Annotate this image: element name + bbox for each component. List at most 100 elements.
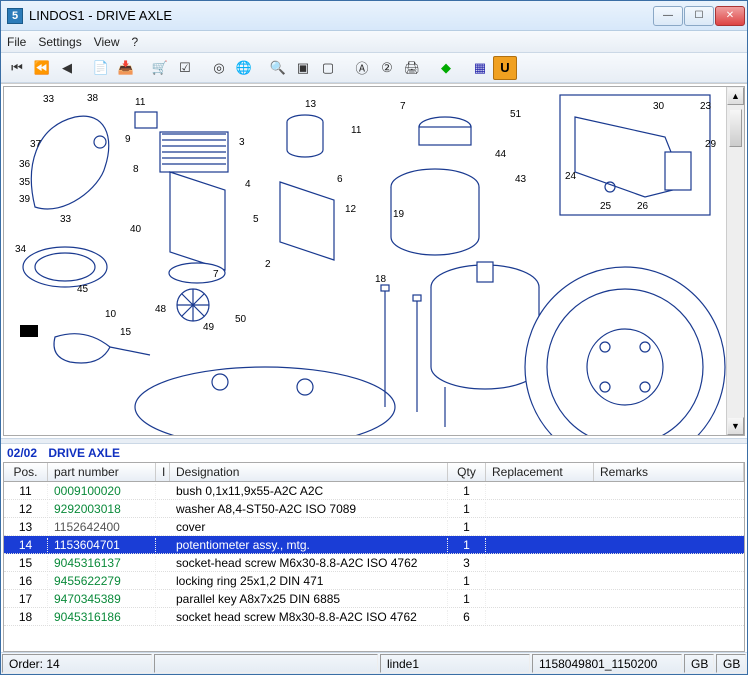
cell-part-number: 9292003018 xyxy=(48,502,156,516)
col-i[interactable]: I xyxy=(156,463,170,481)
minimize-button[interactable]: — xyxy=(653,6,683,26)
zoom-in-icon[interactable]: 🔍 xyxy=(266,56,290,80)
window-controls: — ☐ ✕ xyxy=(653,6,745,26)
table-row[interactable]: 179470345389parallel key A8x7x25 DIN 688… xyxy=(4,590,744,608)
table-row[interactable]: 159045316137socket-head screw M6x30-8.8-… xyxy=(4,554,744,572)
svg-text:45: 45 xyxy=(77,284,89,295)
table-row[interactable]: 169455622279locking ring 25x1,2 DIN 4711 xyxy=(4,572,744,590)
svg-text:6: 6 xyxy=(337,174,343,185)
check-icon[interactable]: ☑ xyxy=(173,56,197,80)
parts-grid: Pos. part number I Designation Qty Repla… xyxy=(3,462,745,652)
svg-text:23: 23 xyxy=(700,101,712,112)
menu-view[interactable]: View xyxy=(94,35,120,49)
scroll-up-icon[interactable]: ▲ xyxy=(727,87,744,105)
svg-text:37: 37 xyxy=(30,139,42,150)
menu-help[interactable]: ? xyxy=(132,35,139,49)
a-icon[interactable]: Ⓐ xyxy=(350,56,374,80)
svg-text:14: 14 xyxy=(23,327,35,338)
green-icon[interactable]: ◆ xyxy=(434,56,458,80)
cell-part-number: 9045316137 xyxy=(48,556,156,570)
cell-part-number: 0009100020 xyxy=(48,484,156,498)
col-designation[interactable]: Designation xyxy=(170,463,448,481)
svg-text:36: 36 xyxy=(19,159,31,170)
scroll-thumb[interactable] xyxy=(727,105,744,417)
prev-icon[interactable]: ◀ xyxy=(55,56,79,80)
svg-text:51: 51 xyxy=(510,109,522,120)
col-remarks[interactable]: Remarks xyxy=(594,463,744,481)
grid-header: Pos. part number I Designation Qty Repla… xyxy=(4,463,744,482)
cart-icon[interactable]: 🛒 xyxy=(148,56,172,80)
scroll-down-icon[interactable]: ▼ xyxy=(727,417,744,435)
svg-text:11: 11 xyxy=(135,97,146,108)
svg-text:15: 15 xyxy=(120,327,132,338)
titlebar[interactable]: 5 LINDOS1 - DRIVE AXLE — ☐ ✕ xyxy=(1,1,747,31)
cell-qty: 1 xyxy=(448,520,486,534)
maximize-button[interactable]: ☐ xyxy=(684,6,714,26)
page-number: 02/02 xyxy=(7,446,37,460)
svg-text:4: 4 xyxy=(245,179,251,190)
u-icon[interactable]: U xyxy=(493,56,517,80)
table-row[interactable]: 141153604701potentiometer assy., mtg.1 xyxy=(4,536,744,554)
first-icon[interactable]: ⏮ xyxy=(5,56,29,80)
window-title: LINDOS1 - DRIVE AXLE xyxy=(29,8,653,23)
col-qty[interactable]: Qty xyxy=(448,463,486,481)
svg-text:7: 7 xyxy=(213,269,219,280)
cell-part-number: 9045316186 xyxy=(48,610,156,624)
globe-icon[interactable]: 🌐 xyxy=(232,56,256,80)
status-lang2: GB xyxy=(716,654,746,673)
table-row[interactable]: 110009100020bush 0,1x11,9x55-A2C A2C1 xyxy=(4,482,744,500)
svg-text:44: 44 xyxy=(495,149,507,160)
cell-designation: washer A8,4-ST50-A2C ISO 7089 xyxy=(170,502,448,516)
cell-pos: 17 xyxy=(4,592,48,606)
import-icon[interactable]: 📥 xyxy=(114,56,138,80)
table-row[interactable]: 129292003018 washer A8,4-ST50-A2C ISO 708… xyxy=(4,500,744,518)
table-row[interactable]: 131152642400cover1 xyxy=(4,518,744,536)
target-icon[interactable]: ◎ xyxy=(207,56,231,80)
print-icon[interactable]: 🖨 xyxy=(400,56,424,80)
svg-text:7: 7 xyxy=(400,101,406,112)
svg-text:35: 35 xyxy=(19,177,31,188)
table-row[interactable]: 189045316186socket head screw M8x30-8.8-… xyxy=(4,608,744,626)
svg-text:50: 50 xyxy=(235,314,247,325)
status-doc: 1158049801_1150200 xyxy=(532,654,682,673)
menu-file[interactable]: File xyxy=(7,35,26,49)
blue-icon[interactable]: ▦ xyxy=(468,56,492,80)
prev-fast-icon[interactable]: ⏪ xyxy=(30,56,54,80)
grid-body[interactable]: 110009100020bush 0,1x11,9x55-A2C A2C1129… xyxy=(4,482,744,651)
cell-qty: 1 xyxy=(448,538,486,552)
col-replacement[interactable]: Replacement xyxy=(486,463,594,481)
cell-designation: socket head screw M8x30-8.8-A2C ISO 4762 xyxy=(170,610,448,624)
assembly-name: DRIVE AXLE xyxy=(48,446,120,460)
svg-text:48: 48 xyxy=(155,304,167,315)
svg-text:11: 11 xyxy=(351,125,362,136)
fit-icon[interactable]: ▢ xyxy=(316,56,340,80)
cell-designation: parallel key A8x7x25 DIN 6885 xyxy=(170,592,448,606)
close-button[interactable]: ✕ xyxy=(715,6,745,26)
page-icon[interactable]: ▣ xyxy=(291,56,315,80)
svg-text:10: 10 xyxy=(105,309,117,320)
svg-text:26: 26 xyxy=(637,201,649,212)
num-icon[interactable]: ② xyxy=(375,56,399,80)
cell-pos: 12 xyxy=(4,502,48,516)
cell-part-number: 1153604701 xyxy=(48,538,156,552)
cell-designation: cover xyxy=(170,520,448,534)
diagram-scrollbar[interactable]: ▲ ▼ xyxy=(726,87,744,435)
cell-part-number: 1152642400 xyxy=(48,520,156,534)
svg-text:8: 8 xyxy=(133,164,139,175)
cell-qty: 3 xyxy=(448,556,486,570)
main-window: 5 LINDOS1 - DRIVE AXLE — ☐ ✕ File Settin… xyxy=(0,0,748,675)
svg-text:40: 40 xyxy=(130,224,142,235)
svg-text:43: 43 xyxy=(515,174,527,185)
cell-qty: 1 xyxy=(448,484,486,498)
col-pos[interactable]: Pos. xyxy=(4,463,48,481)
col-part-number[interactable]: part number xyxy=(48,463,156,481)
export-icon[interactable]: 📄 xyxy=(89,56,113,80)
svg-text:18: 18 xyxy=(375,274,387,285)
exploded-diagram[interactable]: 14 xyxy=(4,87,726,435)
content-area: 14 xyxy=(1,83,747,652)
cell-pos: 16 xyxy=(4,574,48,588)
cell-designation: potentiometer assy., mtg. xyxy=(170,538,448,552)
svg-text:24: 24 xyxy=(565,171,577,182)
menu-settings[interactable]: Settings xyxy=(38,35,81,49)
svg-text:33: 33 xyxy=(43,94,55,105)
